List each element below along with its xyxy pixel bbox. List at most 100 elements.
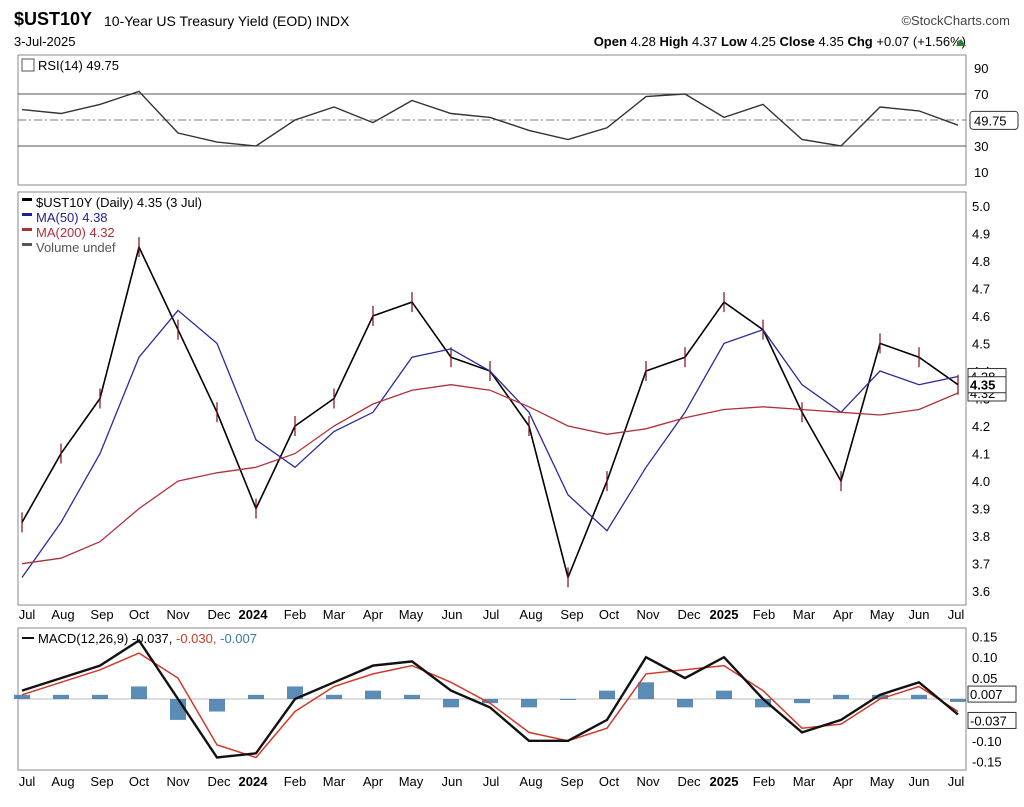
open-value: 4.28 xyxy=(630,34,656,49)
price-x-tick: Jul xyxy=(948,607,965,622)
description-text: 10-Year US Treasury Yield (EOD) xyxy=(104,13,313,29)
price-series-ma200 xyxy=(21,384,959,565)
macd-x-tick: Jun xyxy=(909,774,930,789)
high-value: 4.37 xyxy=(692,34,718,49)
macd-x-tick: Jul xyxy=(948,774,965,789)
macd-legend-hist: -0.007 xyxy=(220,631,257,646)
price-x-tick: Mar xyxy=(793,607,816,622)
price-x-tick: Jun xyxy=(442,607,463,622)
chart-date: 3-Jul-2025 xyxy=(14,34,76,49)
rsi-legend-swatch xyxy=(21,58,35,72)
macd-x-tick: Sep xyxy=(560,774,583,789)
price-x-tick: Apr xyxy=(363,607,384,622)
macd-histogram-bar xyxy=(950,699,966,702)
macd-x-tick: Dec xyxy=(207,774,231,789)
macd-histogram-bar xyxy=(443,699,459,708)
macd-x-tick: May xyxy=(870,774,895,789)
macd-value-box xyxy=(967,711,1017,729)
rsi-y-tick: 10 xyxy=(974,165,988,180)
open-label: Open xyxy=(593,34,627,49)
macd-line xyxy=(21,638,959,759)
price-series-close xyxy=(21,244,959,581)
chg-label: Chg xyxy=(847,34,873,49)
macd-x-tick: May xyxy=(399,774,424,789)
price-y-tick: 4.1 xyxy=(972,447,990,462)
price-x-tick: Dec xyxy=(207,607,231,622)
macd-histogram-bar xyxy=(599,690,615,699)
price-x-tick: May xyxy=(870,607,895,622)
brand-link[interactable]: ©StockCharts.com xyxy=(901,13,1010,28)
close-value: 4.35 xyxy=(818,34,844,49)
macd-histogram-bar xyxy=(794,699,810,704)
price-x-tick: 2025 xyxy=(710,607,739,622)
macd-histogram-bar xyxy=(755,699,771,708)
price-x-tick: Mar xyxy=(323,607,346,622)
macd-x-tick: Dec xyxy=(677,774,701,789)
macd-x-tick: Feb xyxy=(284,774,306,789)
macd-x-tick: Oct xyxy=(129,774,150,789)
price-series-ma50 xyxy=(21,309,959,578)
macd-histogram-bar xyxy=(521,699,537,708)
macd-histogram-bar xyxy=(365,690,381,699)
price-y-tick: 4.8 xyxy=(972,254,990,269)
macd-x-tick: Aug xyxy=(519,774,542,789)
macd-histogram-bar xyxy=(560,699,576,700)
price-legend-swatch xyxy=(22,228,32,231)
price-x-tick: Jul xyxy=(483,607,500,622)
price-legend-item: Volume undef xyxy=(36,240,116,255)
macd-x-tick: Nov xyxy=(636,774,660,789)
macd-histogram-bar xyxy=(638,682,654,699)
macd-histogram-bar xyxy=(716,690,732,699)
price-legend-swatch xyxy=(22,213,32,216)
low-label: Low xyxy=(720,34,747,49)
price-y-tick: 3.7 xyxy=(972,557,990,572)
macd-x-tick: Apr xyxy=(833,774,854,789)
macd-value-box xyxy=(967,685,1017,703)
price-legend-swatch xyxy=(22,198,32,201)
macd-histogram-bar xyxy=(677,699,693,708)
price-x-tick: Feb xyxy=(284,607,306,622)
price-x-tick: Oct xyxy=(599,607,620,622)
up-arrow-icon xyxy=(956,39,966,46)
price-y-tick: 4.9 xyxy=(972,226,990,241)
macd-histogram-bar xyxy=(911,694,927,699)
chart-description: 10-Year US Treasury Yield (EOD) INDX xyxy=(104,13,349,29)
rsi-value-box xyxy=(969,110,1019,130)
price-x-tick: Sep xyxy=(560,607,583,622)
price-x-tick: Apr xyxy=(833,607,854,622)
macd-value-label: 0.007 xyxy=(970,687,1003,702)
symbol-title: $UST10Y xyxy=(14,9,93,29)
macd-histogram-bar xyxy=(53,694,69,699)
macd-x-tick: Apr xyxy=(363,774,384,789)
macd-histogram-bar xyxy=(248,694,264,699)
macd-y-tick: 0.05 xyxy=(972,671,997,686)
price-y-tick: 3.6 xyxy=(972,584,990,599)
rsi-y-tick: 90 xyxy=(974,61,988,76)
price-x-tick: Aug xyxy=(51,607,74,622)
macd-y-tick: 0.10 xyxy=(972,650,997,665)
macd-signal-line xyxy=(21,652,959,759)
price-x-tick: 2024 xyxy=(239,607,269,622)
macd-y-tick: -0.10 xyxy=(972,734,1002,749)
macd-x-tick: Aug xyxy=(51,774,74,789)
price-x-tick: Jun xyxy=(909,607,930,622)
price-legend-item: MA(50) 4.38 xyxy=(36,210,108,225)
macd-y-tick: -0.15 xyxy=(972,755,1002,770)
ohlc-summary: Open 4.28 High 4.37 Low 4.25 Close 4.35 … xyxy=(594,34,966,49)
macd-histogram-bar xyxy=(404,694,420,699)
macd-x-tick: 2024 xyxy=(239,774,269,789)
macd-histogram-bar xyxy=(92,694,108,699)
price-x-tick: Nov xyxy=(166,607,190,622)
price-x-tick: Jul xyxy=(19,607,36,622)
price-y-tick: 4.5 xyxy=(972,336,990,351)
macd-histogram-bar xyxy=(482,699,498,704)
price-x-tick: Dec xyxy=(677,607,701,622)
exchange-text: INDX xyxy=(315,13,350,29)
price-x-tick: Nov xyxy=(636,607,660,622)
price-panel-frame xyxy=(17,191,967,606)
macd-histogram-bar xyxy=(287,686,303,699)
macd-legend-signal: -0.030, xyxy=(176,631,220,646)
macd-legend: MACD(12,26,9) -0.037, -0.030, -0.007 xyxy=(38,631,257,646)
price-legend-item: MA(200) 4.32 xyxy=(36,225,115,240)
